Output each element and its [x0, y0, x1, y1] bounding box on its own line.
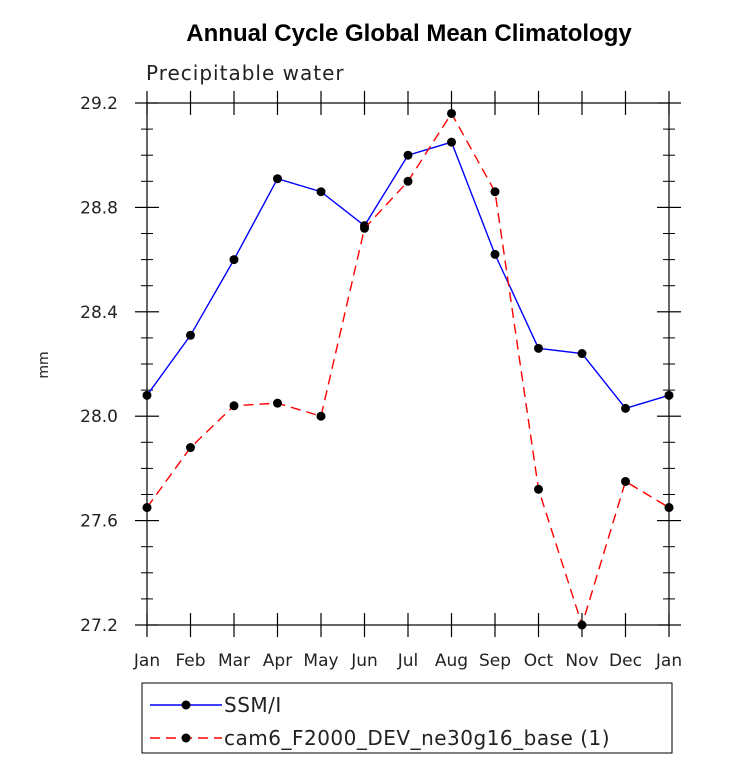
data-point	[621, 403, 630, 413]
legend-swatch-marker	[181, 733, 191, 743]
data-point	[664, 503, 674, 513]
x-tick-labels: Jan Feb Mar Apr May Jun Jul Aug Sep Oct Nov Dec Jan	[133, 651, 682, 671]
data-point	[186, 330, 195, 340]
data-point	[447, 108, 456, 118]
data-point	[186, 443, 195, 453]
y-tick-label: 27.6	[80, 512, 118, 532]
data-point	[621, 476, 630, 486]
data-point	[142, 390, 152, 400]
data-point	[229, 255, 239, 265]
data-point	[577, 620, 587, 630]
x-tick-label: Jun	[350, 651, 378, 671]
legend-swatch-marker	[181, 700, 191, 710]
x-tick-label: Jan	[133, 651, 160, 671]
data-point	[273, 398, 282, 408]
x-tick-label: Oct	[524, 651, 554, 671]
series-layer	[142, 108, 674, 630]
y-tick-label: 28.8	[80, 198, 118, 218]
chart-subtitle: Precipitable water	[146, 61, 345, 85]
legend-box	[141, 682, 673, 754]
data-point	[360, 223, 369, 233]
legend-label: cam6_F2000_DEV_ne30g16_base (1)	[224, 726, 610, 750]
series-2	[142, 108, 674, 630]
data-point	[316, 411, 326, 421]
x-tick-label: Apr	[263, 651, 292, 671]
x-tick-label: Jul	[397, 651, 419, 671]
y-tick-label: 28.0	[80, 407, 118, 427]
data-point	[316, 187, 326, 197]
y-tick-label: 27.2	[80, 616, 118, 636]
x-tick-label: Jan	[655, 651, 682, 671]
data-point	[534, 484, 543, 494]
y-tick-label: 29.2	[80, 94, 118, 114]
legend-label: SSM/I	[224, 693, 282, 717]
data-point	[490, 249, 500, 259]
axis-ticks	[135, 91, 681, 637]
x-tick-label: Feb	[175, 651, 205, 671]
legend-item: SSM/I	[150, 693, 282, 717]
data-point	[490, 187, 500, 197]
x-tick-label: Sep	[479, 651, 511, 671]
legend: SSM/I cam6_F2000_DEV_ne30g16_base (1)	[141, 682, 673, 754]
x-tick-label: Dec	[609, 651, 642, 671]
data-point	[273, 174, 282, 184]
data-point	[664, 390, 674, 400]
y-tick-label: 28.4	[80, 303, 118, 323]
data-point	[403, 176, 413, 186]
x-tick-label: Mar	[218, 651, 250, 671]
series-line	[146, 112, 670, 628]
data-point	[447, 137, 456, 147]
x-tick-label: May	[303, 651, 338, 671]
x-tick-label: Aug	[435, 651, 468, 671]
y-tick-labels: 27.2 27.6 28.0 28.4 28.8 29.2	[80, 94, 118, 636]
data-point	[577, 349, 587, 359]
data-point	[534, 343, 543, 353]
data-point	[403, 150, 413, 160]
y-axis-label: mm	[36, 351, 52, 378]
chart-title: Annual Cycle Global Mean Climatology	[186, 20, 632, 47]
legend-item: cam6_F2000_DEV_ne30g16_base (1)	[150, 726, 610, 750]
data-point	[229, 401, 239, 411]
data-point	[142, 503, 152, 513]
x-tick-label: Nov	[565, 651, 598, 671]
